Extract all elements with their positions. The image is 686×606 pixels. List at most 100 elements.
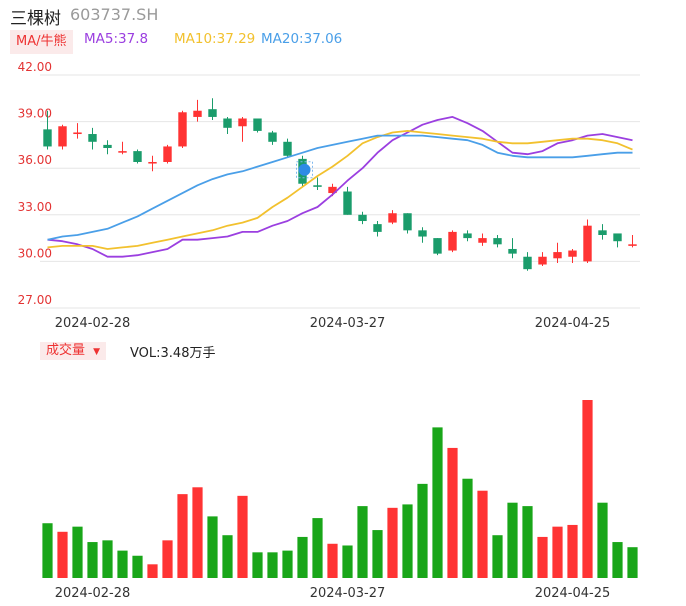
candle-body <box>478 238 487 243</box>
volume-bar <box>432 427 443 578</box>
ma-indicator-selector[interactable]: MA/牛熊 <box>10 30 73 54</box>
volume-bar <box>417 483 428 578</box>
volume-bar <box>147 564 158 578</box>
volume-bar <box>342 545 353 578</box>
candle-body <box>88 134 97 142</box>
volume-bar <box>582 400 593 578</box>
volume-bar <box>117 550 128 578</box>
volume-x-tick-label: 2024-03-27 <box>310 586 386 601</box>
event-marker-icon <box>298 163 311 176</box>
candle-body <box>313 185 322 187</box>
candle-body <box>373 224 382 232</box>
volume-bar <box>207 516 218 578</box>
volume-bar <box>132 555 143 578</box>
candle-body <box>268 132 277 142</box>
stock-name: 三棵树 <box>10 9 61 29</box>
ma-line-ma10 <box>47 129 633 250</box>
volume-x-tick-label: 2024-02-28 <box>55 586 131 601</box>
volume-value: VOL:3.48万手 <box>130 346 216 361</box>
candle-body <box>103 144 112 149</box>
candle-body <box>598 230 607 235</box>
volume-bar <box>312 518 323 578</box>
volume-bar <box>597 502 608 578</box>
volume-bar <box>462 478 473 578</box>
y-tick-label: 39.00 <box>18 107 52 121</box>
volume-bar <box>177 494 188 578</box>
candle-body <box>493 238 502 245</box>
candle-body <box>133 151 142 162</box>
candle-body <box>553 252 562 259</box>
candle-body <box>73 132 82 135</box>
volume-bar <box>492 535 503 578</box>
volume-bar <box>87 542 98 578</box>
candle-body <box>328 186 337 194</box>
volume-bar <box>282 550 293 578</box>
candle-body <box>238 118 247 127</box>
ma20-value: MA20:37.06 <box>261 31 343 47</box>
candle-body <box>403 213 412 231</box>
candle-body <box>118 151 127 153</box>
caret-down-icon: ▼ <box>93 347 101 357</box>
volume-bar <box>372 530 383 578</box>
event-marker-frame <box>296 161 313 179</box>
ma5-value: MA5:37.8 <box>84 31 149 47</box>
candle-body <box>283 141 292 156</box>
volume-bar <box>627 547 638 578</box>
candle-body <box>178 112 187 147</box>
candle-body <box>388 213 397 223</box>
y-tick-label: 42.00 <box>18 60 52 74</box>
candle-body <box>148 161 157 164</box>
volume-bar <box>552 526 563 578</box>
volume-bar <box>162 540 173 578</box>
volume-bar <box>267 552 278 578</box>
y-tick-label: 36.00 <box>18 153 52 167</box>
candle-body <box>58 126 67 147</box>
stock-code: 603737.SH <box>70 5 159 24</box>
volume-bar <box>567 524 578 578</box>
volume-bar <box>327 543 338 578</box>
volume-bar <box>612 542 623 578</box>
volume-bar <box>102 540 113 578</box>
candle-body <box>253 118 262 131</box>
volume-bar <box>357 506 368 578</box>
candle-body <box>163 146 172 162</box>
candle-body <box>538 256 547 265</box>
y-tick-label: 30.00 <box>18 246 52 260</box>
x-tick-label: 2024-04-25 <box>535 316 611 331</box>
volume-bar <box>297 536 308 578</box>
candle-body <box>613 233 622 242</box>
candle-body <box>43 129 52 147</box>
volume-bar <box>522 506 533 578</box>
candle-body <box>523 256 532 270</box>
ma10-value: MA10:37.29 <box>174 31 256 47</box>
x-tick-label: 2024-03-27 <box>310 316 386 331</box>
candle-body <box>193 110 202 117</box>
candle-body <box>358 214 367 222</box>
volume-bar <box>537 536 548 578</box>
volume-bar <box>477 490 488 578</box>
candle-body <box>433 238 442 254</box>
y-tick-label: 27.00 <box>18 293 52 307</box>
candle-body <box>628 244 637 246</box>
candle-body <box>208 109 217 117</box>
candle-body <box>508 248 517 254</box>
volume-bar <box>72 526 83 578</box>
y-tick-label: 33.00 <box>18 200 52 214</box>
candle-body <box>343 191 352 215</box>
volume-badge-label: 成交量 <box>46 343 86 358</box>
candle-body <box>448 231 457 251</box>
volume-bar <box>192 487 203 578</box>
ma-line-ma5 <box>47 116 633 258</box>
volume-indicator-selector[interactable]: 成交量 ▼ <box>40 342 107 360</box>
volume-bar <box>252 552 263 578</box>
volume-bar <box>42 523 53 578</box>
volume-bar <box>57 531 68 578</box>
candle-body <box>223 118 232 128</box>
volume-x-tick-label: 2024-04-25 <box>535 586 611 601</box>
volume-bar <box>222 535 233 578</box>
candle-body <box>418 230 427 237</box>
candle-body <box>463 233 472 239</box>
volume-bar <box>507 502 518 578</box>
volume-bar <box>447 447 458 578</box>
